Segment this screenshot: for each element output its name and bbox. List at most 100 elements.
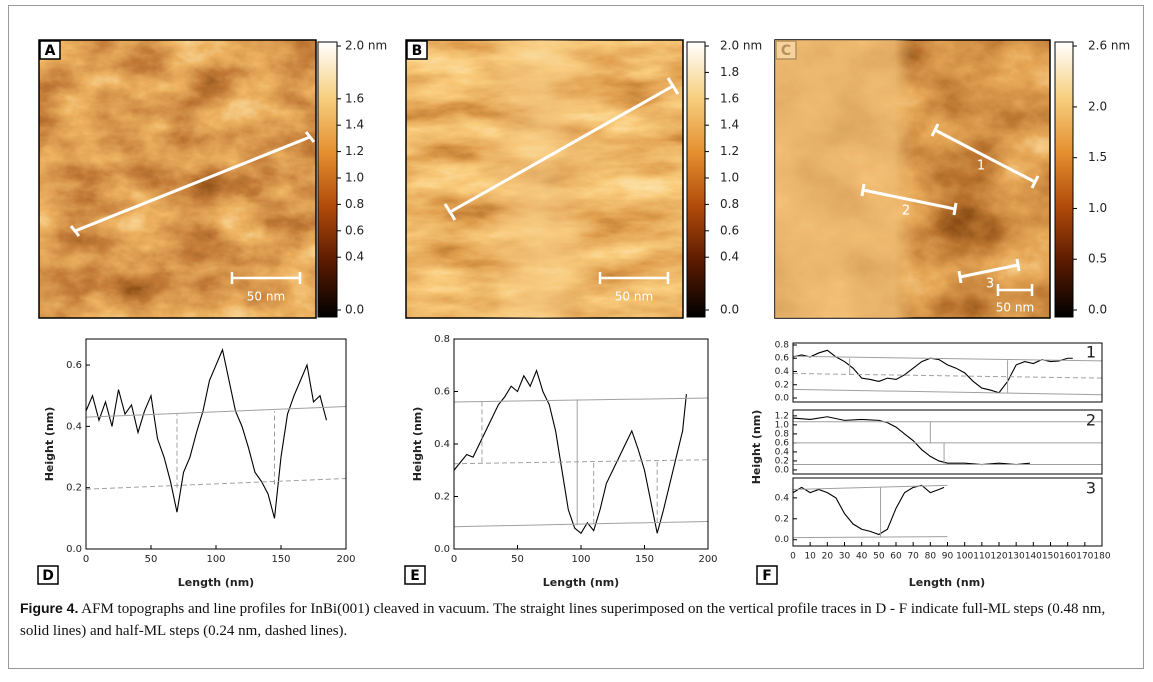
- x-tick-label: 50: [145, 554, 158, 565]
- step-line: [453, 520, 709, 528]
- plot-area: [454, 339, 708, 549]
- x-tick-label: 200: [336, 554, 355, 565]
- colorbar-tick-label: 0.8: [720, 197, 739, 211]
- profile-cap: [952, 202, 958, 216]
- plot-frame: [85, 338, 347, 550]
- caption-text: AFM topographs and line profiles for InB…: [20, 601, 1106, 639]
- step-line: [792, 355, 1103, 362]
- x-axis-title: Length (nm): [909, 576, 985, 589]
- profile-cap: [443, 203, 457, 221]
- plot-frame: [792, 477, 1103, 547]
- x-tick-label: 80: [925, 552, 937, 562]
- y-tick-label: 0.8: [434, 334, 450, 345]
- step-line: [85, 477, 347, 490]
- colorbar: [1054, 41, 1074, 318]
- colorbar-tick-label: 0.0: [720, 303, 739, 317]
- y-tick-label: 0.8: [775, 340, 790, 350]
- x-tick-label: 120: [990, 552, 1007, 562]
- panel-label: B: [412, 43, 423, 59]
- profile-number: 3: [986, 277, 994, 292]
- step-line: [792, 484, 948, 491]
- y-axis-title: Height (nm): [43, 407, 56, 482]
- x-tick-label: 110: [973, 552, 990, 562]
- x-tick-label: 50: [511, 554, 524, 565]
- image-annotations: 50 nm 50 nm 50 nm 1 2 3: [247, 159, 1034, 315]
- x-tick-label: 150: [271, 554, 290, 565]
- colorbar-tick-label: 0.5: [1088, 252, 1107, 266]
- profile-cap: [1030, 175, 1040, 189]
- profile-line: [449, 84, 674, 214]
- panel-label-box: [404, 565, 426, 585]
- plot-area: [793, 478, 1102, 546]
- x-tick-label: 200: [698, 554, 717, 565]
- profile-cap: [860, 183, 866, 197]
- plot-area: [793, 343, 1102, 402]
- y-tick-label: 0.2: [775, 514, 789, 524]
- figure-frame: [8, 5, 1144, 669]
- figure-panels: 2.0 nm1.61.41.21.00.80.60.40.0A 2.0 nm1.8…: [37, 39, 1130, 589]
- x-tick-label: 170: [1076, 552, 1093, 562]
- subplot-number: 2: [1086, 411, 1096, 430]
- y-axis-title: Height (nm): [411, 407, 424, 482]
- colorbar-tick-label: 1.8: [720, 65, 739, 79]
- x-tick-label: 50: [873, 552, 885, 562]
- scale-bar-label: 50 nm: [996, 301, 1034, 315]
- x-tick-label: 0: [83, 554, 89, 565]
- colorbar-tick-label: 0.4: [345, 250, 364, 264]
- colorbar-tick-label: 0.0: [345, 303, 364, 317]
- x-axis-title: Length (nm): [178, 576, 254, 589]
- y-tick-label: 0.0: [434, 544, 450, 555]
- colorbar-tick-label: 1.2: [720, 144, 739, 158]
- caption-label: Figure 4.: [20, 600, 79, 616]
- y-tick-label: 0.6: [434, 387, 450, 398]
- colorbar-tick-label: 2.6 nm: [1088, 39, 1130, 53]
- plot-area: [86, 339, 346, 549]
- step-line: [792, 536, 948, 539]
- y-tick-label: 1.2: [775, 411, 789, 421]
- subplot-number: 3: [1086, 479, 1096, 498]
- x-tick-label: 30: [839, 552, 851, 562]
- afm-image: [39, 40, 316, 318]
- colorbar: [686, 41, 706, 318]
- x-tick-label: 150: [1042, 552, 1059, 562]
- y-tick-label: 0.4: [775, 367, 790, 377]
- colorbar-tick-label: 0.6: [720, 223, 739, 237]
- profile-trace: [792, 349, 1073, 394]
- y-tick-label: 0.6: [66, 360, 82, 371]
- y-tick-label: 0.4: [66, 421, 82, 432]
- y-tick-label: 0.0: [775, 465, 790, 475]
- panel-label: E: [410, 568, 420, 584]
- x-tick-label: 150: [635, 554, 654, 565]
- profile-cap: [1015, 258, 1021, 272]
- panel-label: D: [42, 568, 54, 584]
- profile-trace: [453, 368, 687, 535]
- x-tick-label: 130: [1008, 552, 1025, 562]
- x-tick-label: 10: [804, 552, 816, 562]
- step-line: [792, 388, 1103, 396]
- profile-line: [959, 263, 1019, 279]
- plot-frame: [792, 409, 1103, 475]
- profile-trace: [792, 484, 945, 536]
- profile-cap: [930, 123, 940, 137]
- x-tick-label: 100: [206, 554, 225, 565]
- colorbar-tick-label: 1.0: [1088, 201, 1107, 215]
- plot-frame: [792, 342, 1103, 403]
- profile-cap: [304, 131, 316, 143]
- panel-label-box: [756, 565, 778, 585]
- colorbar-tick-label: 0.0: [1088, 303, 1107, 317]
- y-tick-label: 0.6: [775, 354, 790, 364]
- profile-number: 2: [902, 204, 910, 219]
- y-tick-label: 0.4: [775, 493, 790, 503]
- x-tick-label: 140: [1025, 552, 1042, 562]
- y-tick-label: 0.2: [775, 380, 789, 390]
- colorbar-tick-label: 2.0: [1088, 99, 1107, 113]
- colorbar-tick-label: 1.0: [345, 171, 364, 185]
- x-axis-title: Length (nm): [543, 576, 619, 589]
- plot-frame: [453, 338, 709, 550]
- y-tick-label: 1.0: [775, 420, 790, 430]
- x-tick-label: 70: [907, 552, 919, 562]
- profile-cap: [69, 225, 81, 237]
- y-tick-label: 0.8: [775, 429, 790, 439]
- panel-label-box: [406, 40, 428, 60]
